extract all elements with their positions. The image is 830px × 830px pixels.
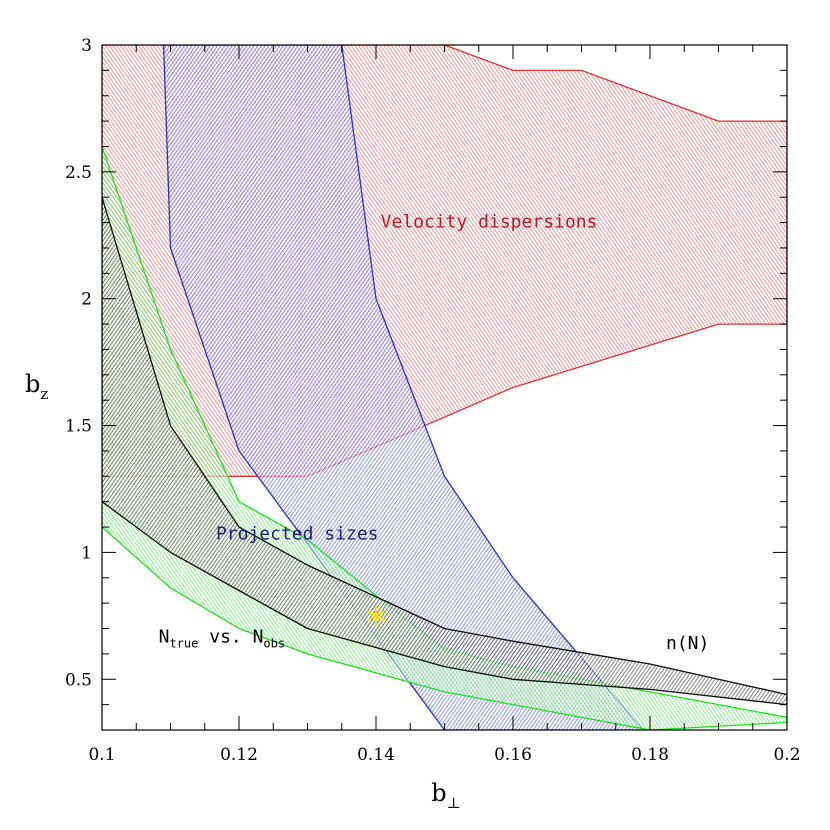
x-tick-label: 0.18 [631,745,669,765]
best-fit-marker [366,605,386,626]
x-tick-label: 0.16 [494,745,532,765]
x-axis-title: b⊥ [431,779,460,812]
x-axis-title-sub: ⊥ [447,794,461,812]
x-tick-label: 0.12 [220,745,258,765]
annotation-velocity-dispersions: Velocity dispersions [381,212,598,233]
marker-layer [366,605,386,626]
y-tick-label: 2.5 [65,163,92,183]
y-tick-label: 1 [81,543,92,563]
x-axis-title-main: b [431,779,446,807]
tick-labels-layer: 0.1 0.12 0.14 0.16 0.18 0.2 0.5 1 1.5 2 2.5 3 [65,36,801,765]
y-tick-label: 1.5 [65,417,92,437]
x-tick-label: 0.14 [357,745,395,765]
ticks-layer [101,44,788,731]
y-axis-title-main: b [25,370,40,398]
y-tick-label: 2 [81,290,92,310]
x-tick-label: 0.1 [88,745,115,765]
annotation-n-n: n(N) [666,633,709,654]
y-tick-label: 3 [81,36,92,56]
x-tick-label: 0.2 [773,745,800,765]
y-axis-title-sub: z [40,385,48,403]
regions-layer [102,45,787,730]
annotation-layer: Velocity dispersions Projected sizes n(N) N… [159,212,710,654]
annotation-projected-sizes: Projected sizes [216,524,379,545]
annotation-n-vs-n: Ntrue vs. Nobs [159,626,285,650]
y-tick-label: 0.5 [65,670,92,690]
y-axis-title: bz [25,370,48,403]
region-n-n [102,196,787,706]
